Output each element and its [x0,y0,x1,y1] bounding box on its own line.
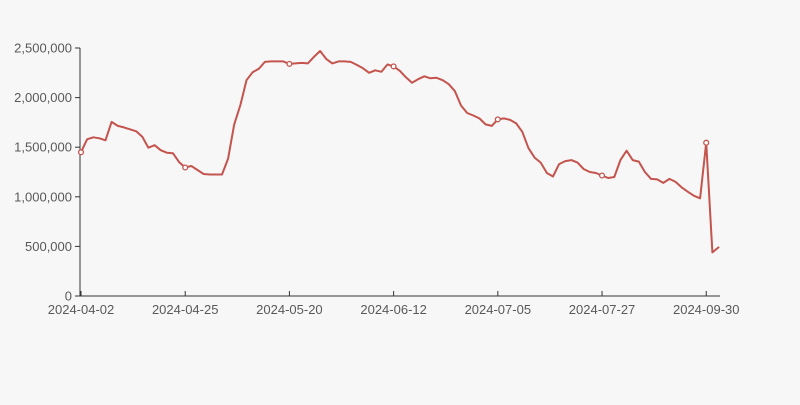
y-tick-label: 500,000 [25,239,72,254]
y-tick-label: 2,000,000 [14,90,72,105]
data-point-marker [390,63,397,70]
x-tick-label: 2024-07-27 [569,302,636,317]
x-tick-label: 2024-06-12 [360,302,427,317]
series-polyline [80,50,720,254]
x-axis-labels: 2024-04-02 2024-04-25 2024-05-20 2024-06-12… [48,302,740,317]
axes [79,48,720,297]
y-axis-labels: 0 500,000 1,000,000 1,500,000 2,000,000 2,500… [14,41,72,304]
data-point-marker [182,164,189,171]
x-tick-label: 2024-04-02 [48,302,115,317]
x-axis-ticks [80,291,707,296]
data-point-marker [286,60,293,67]
data-series-line [80,50,720,254]
data-point-marker [494,116,501,123]
x-tick-label: 2024-05-20 [256,302,323,317]
y-axis-ticks [75,47,80,297]
y-tick-label: 0 [65,289,72,304]
x-tick-label: 2024-09-30 [673,302,740,317]
data-point-markers [77,60,710,179]
x-tick-label: 2024-04-25 [152,302,219,317]
data-point-marker [703,139,710,146]
y-tick-label: 1,000,000 [14,189,72,204]
x-tick-label: 2024-07-05 [465,302,532,317]
data-point-marker [598,172,606,179]
data-point-marker [77,149,85,156]
y-tick-label: 1,500,000 [14,140,72,155]
y-tick-label: 2,500,000 [14,41,72,56]
